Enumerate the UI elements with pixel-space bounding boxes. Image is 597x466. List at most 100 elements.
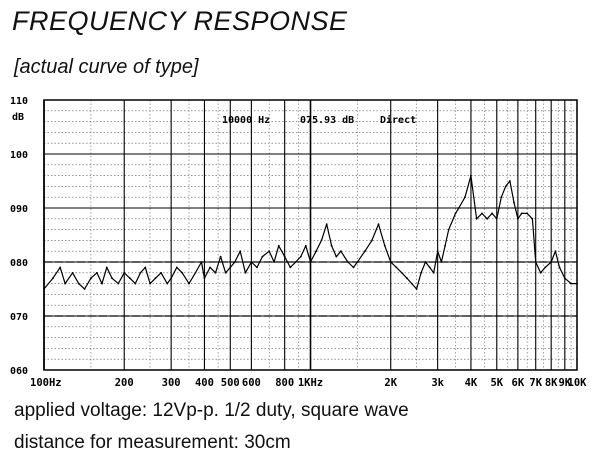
data-point — [500, 196, 503, 199]
data-point — [77, 282, 80, 285]
data-point — [170, 277, 173, 280]
data-point — [420, 271, 422, 274]
data-point — [464, 196, 466, 199]
data-point — [428, 266, 431, 269]
readout-mode: Direct — [380, 114, 416, 126]
data-point — [513, 201, 515, 204]
data-point — [371, 239, 373, 242]
chart-subtitle: [actual curve of type] — [14, 56, 199, 78]
data-point — [139, 271, 142, 274]
data-point — [309, 261, 312, 263]
data-point — [105, 266, 108, 269]
x-tick-label: 6K — [512, 377, 525, 389]
data-point — [59, 266, 62, 269]
data-point — [166, 282, 169, 285]
data-point — [406, 277, 408, 280]
data-point — [457, 207, 460, 209]
data-point — [239, 250, 242, 253]
data-point — [43, 288, 45, 290]
y-tick-label: 090 — [10, 204, 28, 215]
data-point — [395, 266, 398, 269]
chart-title: FREQUENCY RESPONSE — [12, 6, 348, 36]
data-point — [134, 282, 137, 285]
data-point — [570, 282, 572, 285]
data-point — [83, 288, 86, 290]
x-tick-label: 300 — [162, 377, 181, 389]
data-point — [315, 250, 318, 253]
data-point — [96, 271, 98, 274]
x-tick-label: 8K — [545, 377, 558, 389]
data-point — [299, 255, 302, 258]
data-point — [64, 282, 67, 285]
data-point — [444, 244, 447, 247]
x-tick-label: 4K — [465, 377, 478, 389]
x-tick-label: 800 — [275, 377, 294, 389]
data-point — [304, 244, 307, 247]
data-point — [550, 261, 553, 263]
y-tick-label: 080 — [10, 258, 28, 269]
data-point — [111, 277, 113, 280]
data-point — [470, 174, 472, 177]
data-point — [432, 271, 435, 274]
data-point — [219, 255, 222, 258]
data-point — [531, 217, 534, 220]
applied-voltage-note: applied voltage: 12Vp-p. 1/2 duty, squar… — [14, 400, 409, 421]
data-point — [233, 261, 236, 263]
data-point — [558, 266, 561, 269]
data-point — [410, 282, 413, 285]
data-point — [268, 250, 271, 253]
data-point — [194, 271, 197, 274]
x-tick-label: 100Hz — [30, 377, 62, 389]
data-point — [447, 228, 450, 231]
x-tick-label: 10K — [568, 377, 588, 389]
readout-level: 075.93 dB — [300, 115, 354, 126]
data-point — [415, 288, 418, 290]
data-point — [209, 266, 211, 269]
data-point — [339, 250, 342, 253]
y-tick-label: 060 — [10, 366, 28, 377]
x-tick-label: 400 — [195, 377, 214, 389]
readout-frequency: 10000 Hz — [222, 115, 270, 126]
data-point — [346, 261, 349, 263]
data-point — [181, 271, 184, 274]
x-tick-label: 600 — [242, 377, 261, 389]
x-tick-label: 200 — [115, 377, 134, 389]
data-point — [224, 271, 227, 274]
data-point — [352, 266, 355, 269]
data-point — [277, 244, 280, 247]
data-point — [563, 277, 566, 280]
data-point — [214, 271, 217, 274]
data-point — [520, 212, 523, 215]
data-point — [389, 261, 392, 263]
measurement-distance-note: distance for measurement: 30cm — [14, 432, 291, 453]
data-point — [117, 282, 120, 285]
x-axis-labels: 100Hz 200 300 400 500 600 800 1KHz 2K 3k 4K 5K 6K 7K 8… — [30, 377, 587, 389]
data-point — [436, 250, 439, 253]
data-point — [123, 271, 126, 274]
x-tick-label: 2K — [384, 377, 397, 389]
data-point — [294, 261, 297, 263]
y-axis-labels: 110 100 090 080 070 060 — [10, 96, 28, 377]
data-point — [71, 271, 74, 274]
data-point — [554, 250, 557, 253]
data-point — [320, 239, 323, 242]
major-grid — [43, 99, 578, 371]
data-point — [261, 255, 264, 258]
data-point — [363, 250, 366, 253]
x-tick-label: 3k — [431, 377, 444, 389]
data-point — [495, 217, 498, 220]
data-point — [149, 282, 151, 285]
data-point — [544, 266, 547, 269]
data-point — [188, 282, 190, 285]
data-point — [101, 282, 103, 285]
series-layer — [43, 174, 578, 290]
y-axis-unit: dB — [12, 112, 24, 123]
data-point — [526, 212, 529, 215]
data-point — [52, 277, 54, 280]
data-point — [200, 261, 203, 263]
data-point — [250, 261, 253, 263]
data-point — [534, 261, 537, 263]
data-point — [481, 212, 483, 215]
data-point — [229, 266, 232, 269]
data-point — [508, 180, 511, 182]
